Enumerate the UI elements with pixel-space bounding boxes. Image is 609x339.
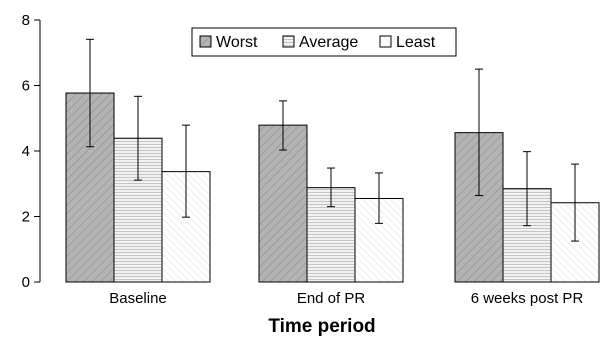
y-tick-label: 2 [22,209,30,226]
legend-box [191,27,457,57]
legend-swatch-least [379,35,392,48]
x-axis-title: Time period [268,316,375,337]
x-category-label: Baseline [109,290,167,307]
error-bars [86,38,579,242]
y-tick-label: 4 [22,143,30,160]
legend-label-least: Least [396,34,436,51]
y-tick-label: 6 [22,78,30,95]
legend-label-average: Average [299,34,358,51]
y-tick-label: 8 [22,12,30,29]
x-category-label: 6 weeks post PR [471,290,584,307]
legend-swatch-average [282,35,295,48]
bars [65,92,600,283]
y-axis: 0 2 4 6 8 [22,12,41,291]
y-tick-label: 0 [22,274,30,291]
legend-label-worst: Worst [216,34,258,51]
legend: Worst Average Least [191,27,457,57]
x-category-label: End of PR [297,290,366,307]
legend-swatch-worst [199,35,212,48]
x-category-labels: Baseline End of PR 6 weeks post PR [109,290,583,307]
